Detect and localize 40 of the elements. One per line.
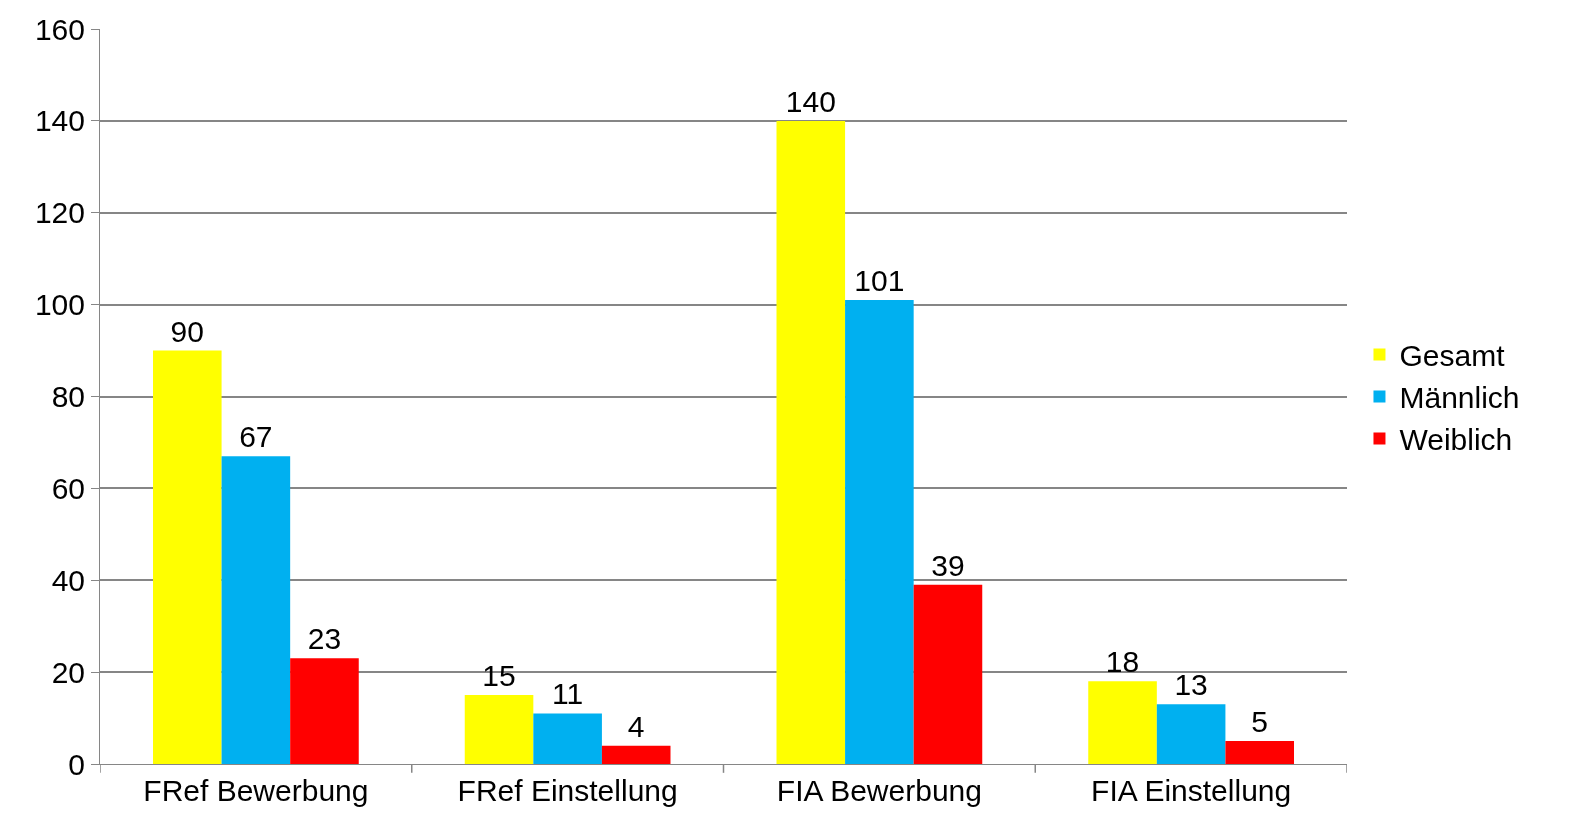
y-tick-label: 120 [34,196,85,230]
y-tick-label: 100 [34,288,85,322]
bar [1225,741,1294,764]
bar [533,713,602,764]
legend-label: Männlich [1399,381,1520,415]
y-tick-label: 140 [34,104,85,138]
legend-label: Gesamt [1399,339,1506,373]
data-label: 90 [170,314,204,348]
x-tick-label: FRef Bewerbung [143,774,369,807]
legend-label: Weiblich [1399,423,1513,457]
data-label: 13 [1174,668,1208,702]
data-label: 101 [854,264,905,298]
bar [913,584,983,764]
bar [290,658,359,764]
y-tick-label: 160 [34,12,85,46]
bar [776,120,846,764]
x-tick-label: FIA Einstellung [1091,774,1292,807]
bar [1156,704,1226,764]
data-label: 11 [552,677,584,711]
bar [845,300,914,764]
data-label: 15 [482,659,516,693]
y-tick-label: 80 [51,380,85,413]
bar [221,456,291,764]
y-tick-label: 60 [51,471,85,505]
data-label: 140 [785,84,836,118]
bar [464,695,534,764]
data-label: 39 [931,548,965,582]
data-label: 18 [1105,645,1140,679]
data-label: 5 [1251,705,1269,739]
x-tick-label: FRef Einstellung [457,774,678,807]
bar [153,350,222,764]
x-tick-label: FIA Bewerbung [776,774,982,807]
y-tick-label: 20 [51,655,85,689]
y-tick-label: 0 [68,747,85,781]
data-label: 23 [307,622,342,656]
bar [1088,681,1157,764]
data-label: 67 [239,420,273,454]
data-label: 4 [627,709,645,743]
bar [601,745,671,764]
y-tick-label: 40 [51,563,85,597]
